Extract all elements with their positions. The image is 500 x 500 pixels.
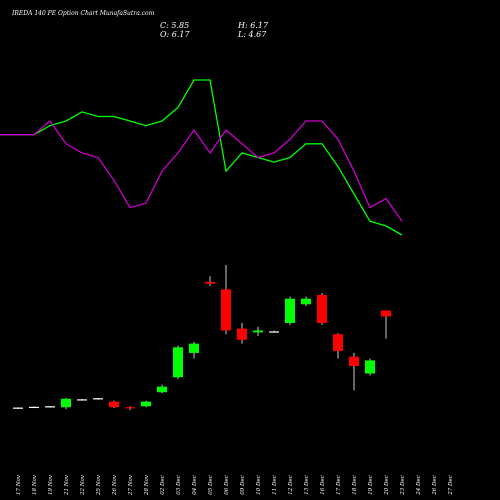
candle	[29, 406, 39, 409]
x-tick-label: 25 Nov	[96, 474, 102, 496]
high-readout: H: 6.17	[237, 21, 269, 30]
candle	[349, 352, 359, 391]
x-tick-label: 06 Dec	[224, 475, 230, 495]
candle-body	[189, 343, 199, 353]
low-readout: L: 4.67	[237, 30, 267, 39]
x-tick-label: 18 Dec	[352, 475, 358, 495]
green-indicator-line	[0, 79, 403, 236]
x-tick-label: 05 Dec	[208, 475, 214, 495]
x-tick-label: 19 Nov	[48, 474, 54, 495]
close-readout: C: 5.85	[160, 21, 189, 30]
x-tick-label: 26 Nov	[112, 474, 118, 496]
candle	[205, 276, 215, 286]
x-tick-label: 17 Nov	[16, 474, 22, 495]
candle	[253, 326, 263, 337]
candle	[381, 310, 391, 339]
candles	[13, 265, 391, 410]
x-tick-label: 11 Dec	[272, 475, 278, 495]
candle	[109, 400, 119, 409]
candle-body	[77, 399, 87, 401]
candle-body	[349, 356, 359, 367]
candle	[285, 296, 295, 325]
magenta-indicator-line	[0, 120, 403, 222]
candle	[77, 398, 87, 401]
candle-body	[125, 407, 135, 409]
indicator-lines	[0, 79, 403, 236]
candle	[365, 358, 375, 376]
x-tick-label: 09 Dec	[240, 475, 246, 495]
candle-body	[157, 386, 167, 393]
candle	[189, 341, 199, 359]
candle	[269, 330, 279, 333]
candle	[141, 400, 151, 408]
x-tick-label: 10 Dec	[256, 475, 262, 495]
candle	[237, 323, 247, 344]
candle-body	[29, 406, 39, 409]
x-tick-label: 23 Dec	[400, 475, 406, 496]
candle-body	[61, 398, 71, 408]
x-tick-label: 16 Dec	[320, 475, 326, 495]
candle-body	[285, 298, 295, 323]
chart-title: IREDA 140 PE Option Chart MunafaSutra.co…	[11, 10, 155, 17]
x-tick-label: 26 Dec	[432, 475, 438, 496]
candle-body	[317, 294, 327, 323]
candle	[93, 397, 103, 400]
candle	[157, 384, 167, 394]
candle-body	[381, 310, 391, 317]
candle-body	[237, 328, 247, 340]
candle-body	[365, 360, 375, 374]
candle	[13, 407, 23, 410]
x-tick-label: 18 Nov	[32, 474, 38, 495]
candle	[317, 293, 327, 325]
candle	[61, 397, 71, 410]
x-tick-label: 04 Dec	[192, 475, 198, 495]
x-tick-label: 21 Nov	[64, 474, 70, 496]
candle-body	[109, 401, 119, 408]
candle-body	[221, 289, 231, 331]
x-tick-label: 12 Dec	[288, 475, 294, 495]
x-tick-label: 27 Nov	[128, 474, 134, 496]
open-readout: O: 6.17	[160, 30, 191, 39]
x-tick-label: 22 Nov	[80, 474, 86, 496]
candle-body	[13, 407, 23, 409]
candle	[173, 345, 183, 380]
x-tick-label: 20 Dec	[384, 475, 390, 496]
candle-body	[205, 281, 215, 284]
candle-body	[93, 398, 103, 400]
candle-body	[45, 406, 55, 408]
candle	[333, 333, 343, 359]
x-tick-label: 03 Dec	[176, 475, 182, 495]
x-tick-label: 24 Dec	[416, 475, 422, 496]
candle-body	[269, 331, 279, 333]
candle	[45, 406, 55, 408]
x-tick-label: 17 Dec	[336, 475, 342, 495]
candle-body	[173, 347, 183, 378]
x-axis-ticks: 17 Nov 18 Nov 19 Nov 21 Nov 22 Nov 25 Nov 26 N…	[16, 474, 454, 496]
candle	[221, 265, 231, 335]
x-tick-label: 19 Dec	[368, 475, 374, 495]
candle	[301, 296, 311, 307]
candle-body	[253, 330, 263, 333]
candle-body	[141, 401, 151, 407]
x-tick-label: 28 Nov	[144, 474, 150, 496]
candle-body	[301, 298, 311, 305]
x-tick-label: 13 Dec	[304, 475, 310, 495]
candle	[125, 406, 135, 410]
x-tick-label: 27 Dec	[448, 475, 454, 496]
candle-body	[333, 334, 343, 352]
x-tick-label: 02 Dec	[160, 475, 166, 495]
